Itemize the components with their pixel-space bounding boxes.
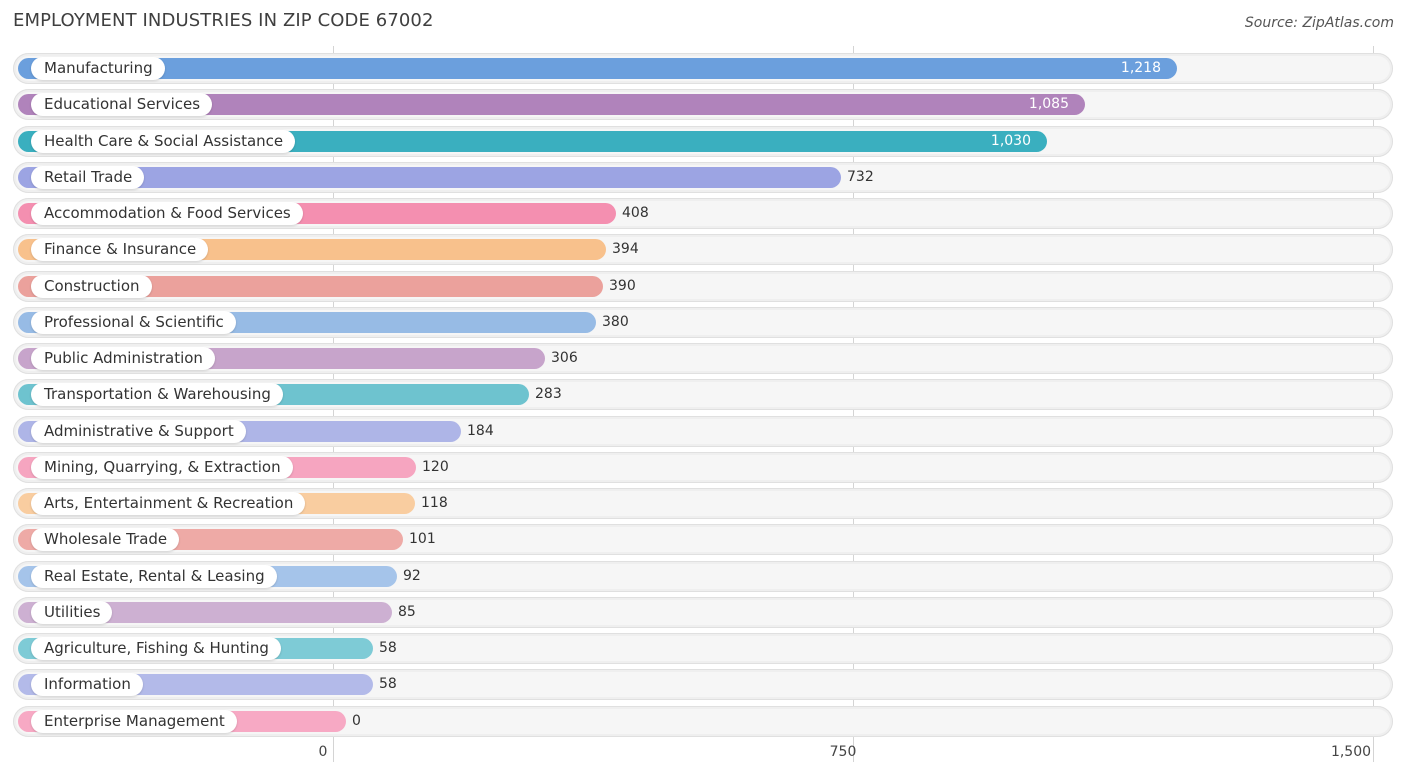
bar-category-label: Professional & Scientific bbox=[31, 311, 236, 334]
chart-title: EMPLOYMENT INDUSTRIES IN ZIP CODE 67002 bbox=[13, 10, 434, 31]
bar-value-label: 0 bbox=[352, 713, 361, 729]
bar-row: Construction 390 bbox=[13, 271, 1393, 302]
bar-value-label: 408 bbox=[622, 205, 649, 221]
bar-value-label: 92 bbox=[403, 568, 421, 584]
bar-row: Public Administration 306 bbox=[13, 343, 1393, 374]
bar-row: Professional & Scientific 380 bbox=[13, 307, 1393, 338]
bar-category-label: Finance & Insurance bbox=[31, 238, 209, 261]
bar-value-label: 58 bbox=[379, 640, 397, 656]
bar[interactable] bbox=[18, 602, 392, 623]
bar-value-label: 306 bbox=[551, 350, 578, 366]
bar-category-label: Administrative & Support bbox=[31, 420, 246, 443]
bar-value-label: 283 bbox=[535, 386, 562, 402]
x-tick-label: 750 bbox=[829, 744, 857, 760]
bar-row: Enterprise Management 0 bbox=[13, 706, 1393, 737]
bar-row: Mining, Quarrying, & Extraction 120 bbox=[13, 452, 1393, 483]
bar-category-label: Retail Trade bbox=[31, 166, 145, 189]
bar-value-label: 58 bbox=[379, 676, 397, 692]
bar-value-label: 184 bbox=[467, 423, 494, 439]
bar[interactable] bbox=[18, 58, 1177, 79]
bar-category-label: Mining, Quarrying, & Extraction bbox=[31, 456, 293, 479]
bar-category-label: Information bbox=[31, 673, 143, 696]
bar-category-label: Arts, Entertainment & Recreation bbox=[31, 492, 306, 515]
bar-row: Transportation & Warehousing 283 bbox=[13, 379, 1393, 410]
bar-value-label: 732 bbox=[847, 169, 874, 185]
bar-value-label: 1,085 bbox=[1028, 96, 1069, 112]
bar-row: Utilities 85 bbox=[13, 597, 1393, 628]
bar-category-label: Manufacturing bbox=[31, 57, 165, 80]
source-label: Source: ZipAtlas.com bbox=[1244, 15, 1394, 31]
bar-category-label: Health Care & Social Assistance bbox=[31, 130, 296, 153]
bar-category-label: Utilities bbox=[31, 601, 113, 624]
bar-value-label: 380 bbox=[602, 314, 629, 330]
bar-category-label: Transportation & Warehousing bbox=[31, 383, 283, 406]
bar-value-label: 390 bbox=[609, 278, 636, 294]
bar-category-label: Accommodation & Food Services bbox=[31, 202, 303, 225]
bar[interactable] bbox=[18, 94, 1085, 115]
bar-category-label: Real Estate, Rental & Leasing bbox=[31, 565, 277, 588]
bar[interactable] bbox=[18, 276, 603, 297]
x-tick-label: 0 bbox=[318, 744, 328, 760]
bar-row: Finance & Insurance 394 bbox=[13, 234, 1393, 265]
bar-row: Administrative & Support 184 bbox=[13, 416, 1393, 447]
bar-category-label: Agriculture, Fishing & Hunting bbox=[31, 637, 281, 660]
bar-value-label: 1,218 bbox=[1120, 60, 1161, 76]
bar-value-label: 85 bbox=[398, 604, 416, 620]
bar-category-label: Enterprise Management bbox=[31, 710, 237, 733]
bar-row: Retail Trade 732 bbox=[13, 162, 1393, 193]
bar-category-label: Public Administration bbox=[31, 347, 215, 370]
bar-value-label: 101 bbox=[409, 531, 436, 547]
x-tick-label: 1,500 bbox=[1330, 744, 1372, 760]
bar-row: Wholesale Trade 101 bbox=[13, 524, 1393, 555]
bar-value-label: 118 bbox=[421, 495, 448, 511]
bar-row: Real Estate, Rental & Leasing 92 bbox=[13, 561, 1393, 592]
bar-value-label: 1,030 bbox=[990, 133, 1031, 149]
bar[interactable] bbox=[18, 167, 841, 188]
bar-value-label: 120 bbox=[422, 459, 449, 475]
bar-row: Health Care & Social Assistance 1,030 bbox=[13, 126, 1393, 157]
bar-row: Information 58 bbox=[13, 669, 1393, 700]
bar-category-label: Wholesale Trade bbox=[31, 528, 180, 551]
bar-row: Accommodation & Food Services 408 bbox=[13, 198, 1393, 229]
bar-row: Agriculture, Fishing & Hunting 58 bbox=[13, 633, 1393, 664]
bar-row: Manufacturing 1,218 bbox=[13, 53, 1393, 84]
bar-category-label: Construction bbox=[31, 275, 152, 298]
bar-value-label: 394 bbox=[612, 241, 639, 257]
bar-row: Educational Services 1,085 bbox=[13, 89, 1393, 120]
bar-category-label: Educational Services bbox=[31, 93, 213, 116]
bar-row: Arts, Entertainment & Recreation 118 bbox=[13, 488, 1393, 519]
